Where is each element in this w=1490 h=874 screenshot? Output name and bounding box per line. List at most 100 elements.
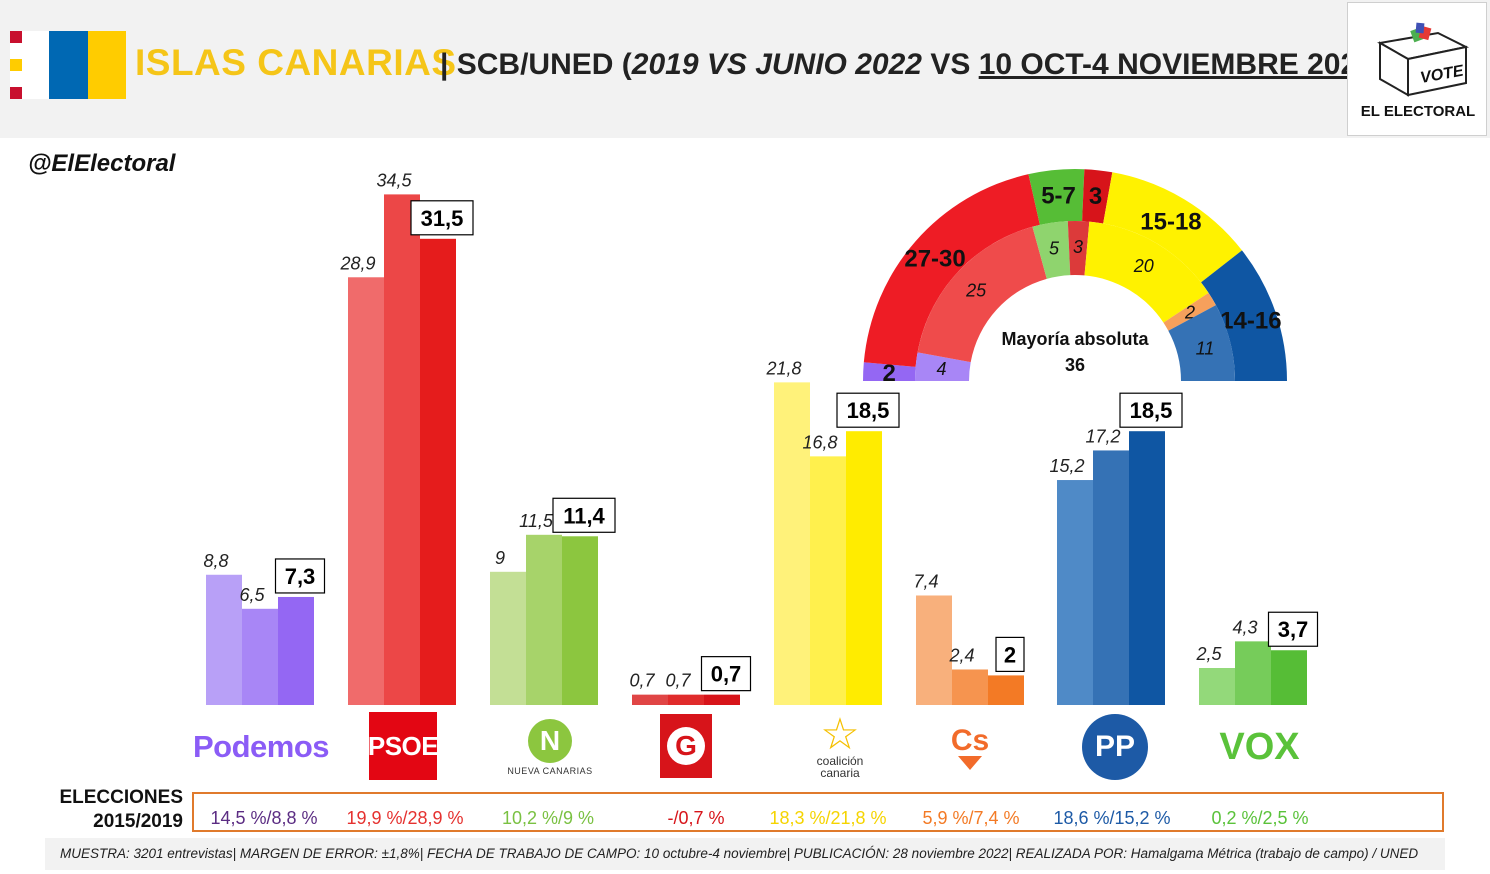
psoe-logo: PSOE bbox=[367, 712, 439, 780]
bar-cc-s1 bbox=[774, 382, 810, 705]
value-label-vox-s1: 2,5 bbox=[1195, 644, 1222, 664]
value-label-nc-s3: 11,4 bbox=[563, 503, 605, 528]
title-pollster: SCB/UNED bbox=[456, 48, 614, 81]
title-separator: | bbox=[440, 48, 449, 81]
ballot-box-icon: VOTE bbox=[1377, 22, 1470, 97]
value-label-psoe-s2: 34,5 bbox=[376, 170, 412, 190]
value-label-podemos-s2: 6,5 bbox=[239, 585, 265, 605]
bar-cc-s2 bbox=[810, 456, 846, 705]
majority-label: Mayoría absoluta bbox=[1001, 329, 1149, 349]
value-box-psoe bbox=[410, 200, 474, 236]
elections-label: ELECCIONES 2015/2019 bbox=[48, 786, 183, 834]
cs-name: Cs bbox=[950, 724, 990, 757]
cc-name-2: canaria bbox=[820, 766, 860, 780]
hemicycle-inner-label-4: 3 bbox=[1073, 237, 1083, 257]
title-compare: 2019 VS JUNIO 2022 bbox=[631, 48, 922, 81]
canary-flag-icon bbox=[10, 31, 126, 99]
hemicycle-outer-label-5: 15-18 bbox=[1140, 209, 1201, 236]
value-box-cs bbox=[995, 636, 1025, 673]
bar-gc-s2 bbox=[668, 694, 704, 705]
bar-cs-s3 bbox=[988, 675, 1024, 705]
logo-name: EL ELECTORAL bbox=[1360, 103, 1476, 120]
hemicycle-outer-label-2: 27-30 bbox=[904, 245, 965, 272]
value-label-cc-s1: 21,8 bbox=[765, 358, 801, 378]
bar-pp-s2 bbox=[1093, 450, 1129, 705]
bar-cs-s2 bbox=[952, 669, 988, 705]
cs-triangle-icon bbox=[958, 756, 982, 770]
bar-vox-s2 bbox=[1235, 641, 1271, 705]
star-icon: ☆ bbox=[820, 710, 860, 759]
gc-letter: G bbox=[667, 727, 705, 765]
value-label-gc-s1: 0,7 bbox=[629, 671, 655, 691]
value-label-pp-s2: 17,2 bbox=[1085, 426, 1120, 446]
cc-name-1: coalición bbox=[816, 754, 864, 768]
hemicycle-inner-label-7: 11 bbox=[1196, 338, 1215, 358]
title-period: 10 OCT-4 NOVIEMBRE 2022 bbox=[978, 48, 1374, 81]
bar-pp-s3 bbox=[1129, 431, 1165, 705]
value-box-pp bbox=[1119, 392, 1183, 428]
bar-cs-s1 bbox=[916, 595, 952, 705]
majority-value: 36 bbox=[1065, 355, 1085, 375]
pp-logo: PP bbox=[1082, 714, 1148, 780]
election-result-vox: 0,2 %/2,5 % bbox=[1211, 808, 1309, 828]
hemicycle-inner-label-5: 20 bbox=[1133, 256, 1154, 276]
election-result-cs: 5,9 %/7,4 % bbox=[922, 808, 1020, 828]
bar-pp-s1 bbox=[1057, 480, 1093, 705]
bar-podemos-s1 bbox=[206, 574, 242, 705]
value-box-cc bbox=[836, 392, 900, 428]
hemicycle-inner-segment-1 bbox=[915, 352, 971, 381]
value-label-pp-s1: 15,2 bbox=[1049, 456, 1084, 476]
el-electoral-logo: VOTE EL ELECTORAL bbox=[1347, 2, 1487, 136]
hemicycle-outer-label-1: 2 bbox=[883, 360, 896, 387]
hemicycle-outer-label-6: 14-16 bbox=[1220, 307, 1281, 334]
value-label-nc-s1: 9 bbox=[495, 548, 505, 568]
title-paren-open: ( bbox=[621, 48, 632, 81]
hemicycle-outer-segment-6 bbox=[1201, 250, 1287, 381]
vox-name: VOX bbox=[1219, 725, 1300, 768]
value-label-cs-s1: 7,4 bbox=[913, 571, 938, 591]
title-details: | SCB/UNED (2019 VS JUNIO 2022 VS 10 OCT… bbox=[440, 48, 1384, 82]
hemicycle-inner-segment-5 bbox=[1084, 221, 1209, 323]
value-label-cs-s2: 2,4 bbox=[948, 645, 974, 665]
value-label-cs-s3: 2 bbox=[1004, 642, 1016, 667]
gc-logo: G bbox=[660, 714, 712, 778]
value-label-podemos-s1: 8,8 bbox=[203, 551, 228, 571]
bar-psoe-s3 bbox=[420, 238, 456, 706]
bar-psoe-s2 bbox=[384, 194, 420, 705]
value-label-podemos-s3: 7,3 bbox=[285, 564, 316, 589]
bar-nc-s3 bbox=[562, 536, 598, 705]
elections-label-line2: 2015/2019 bbox=[93, 811, 183, 832]
election-result-nc: 10,2 %/9 % bbox=[501, 808, 595, 828]
bar-nc-s1 bbox=[490, 571, 526, 705]
hemicycle-outer-segment-2 bbox=[863, 174, 1040, 367]
podemos-name: Podemos bbox=[192, 729, 330, 764]
value-box-vox bbox=[1267, 611, 1319, 647]
hemicycle-inner-segment-2 bbox=[917, 226, 1047, 363]
nc-name: NUEVA CANARIAS bbox=[507, 765, 593, 776]
value-label-nc-s2: 11,5 bbox=[519, 511, 554, 531]
value-labels-layer: 8,8 28,9 9 0,7 21,8 7,4 15,2 2,5 6,5 34,5 11,5 0,7 1… bbox=[203, 170, 1319, 692]
hemicycle-outer-segment-1 bbox=[863, 362, 916, 381]
bar-podemos-s2 bbox=[242, 608, 278, 705]
elections-box bbox=[192, 792, 1444, 832]
pp-name: PP bbox=[1094, 730, 1136, 763]
nc-letter: N bbox=[528, 718, 572, 763]
bar-psoe-s1 bbox=[348, 277, 384, 705]
hemicycle-inner-segment-4 bbox=[1067, 221, 1090, 276]
value-label-pp-s3: 18,5 bbox=[1130, 398, 1173, 423]
hemicycle-outer-segment-3 bbox=[1028, 169, 1085, 225]
value-label-psoe-s3: 31,5 bbox=[421, 206, 464, 231]
bar-cc-s3 bbox=[846, 431, 882, 705]
twitter-handle: @ElElectoral bbox=[28, 150, 176, 177]
bar-nc-s2 bbox=[526, 534, 562, 705]
bar-vox-s3 bbox=[1271, 650, 1307, 705]
hemicycle-inner-segment-6 bbox=[1163, 292, 1216, 331]
vox-logo: VOX bbox=[1212, 712, 1307, 782]
hemicycle-outer-segment-5 bbox=[1103, 172, 1242, 283]
bar-podemos-s3 bbox=[278, 596, 314, 705]
hemicycle-inner-label-1: 4 bbox=[937, 359, 947, 379]
title-region: ISLAS CANARIAS bbox=[135, 42, 457, 83]
psoe-name: PSOE bbox=[367, 730, 439, 761]
